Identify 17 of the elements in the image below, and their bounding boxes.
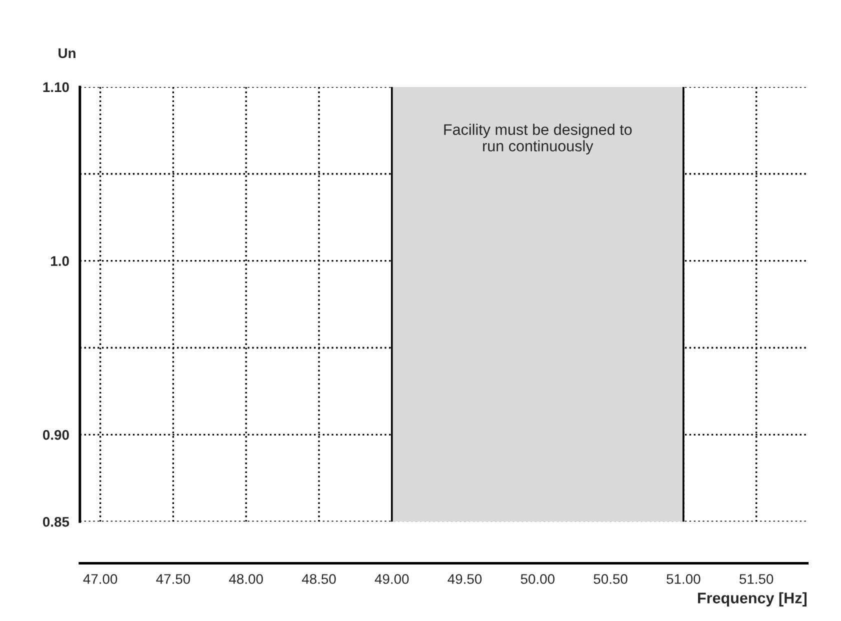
x-tick-label: 49.50 bbox=[448, 574, 482, 584]
y-axis-title: Un bbox=[58, 48, 76, 58]
x-tick-label: 50.00 bbox=[520, 574, 554, 584]
y-tick-label: 1.0 bbox=[51, 256, 69, 266]
x-tick-label: 48.00 bbox=[229, 574, 263, 584]
x-tick-label: 51.50 bbox=[740, 574, 774, 584]
y-tick-label: 0.85 bbox=[43, 516, 70, 527]
x-tick-label: 49.00 bbox=[374, 574, 409, 584]
x-tick-label: 48.50 bbox=[302, 574, 336, 584]
x-tick-label: 50.50 bbox=[594, 574, 628, 584]
x-axis-title: Frequency [Hz] bbox=[698, 592, 807, 606]
annotation: Facility must be designed to run continuously bbox=[444, 124, 632, 154]
x-tick-label: 47.50 bbox=[156, 574, 190, 584]
y-tick-label: 0.90 bbox=[43, 430, 69, 440]
x-tick-label: 47.00 bbox=[83, 574, 118, 584]
x-tick-label: 51.00 bbox=[666, 574, 700, 584]
y-tick-label: 1.10 bbox=[43, 82, 69, 92]
